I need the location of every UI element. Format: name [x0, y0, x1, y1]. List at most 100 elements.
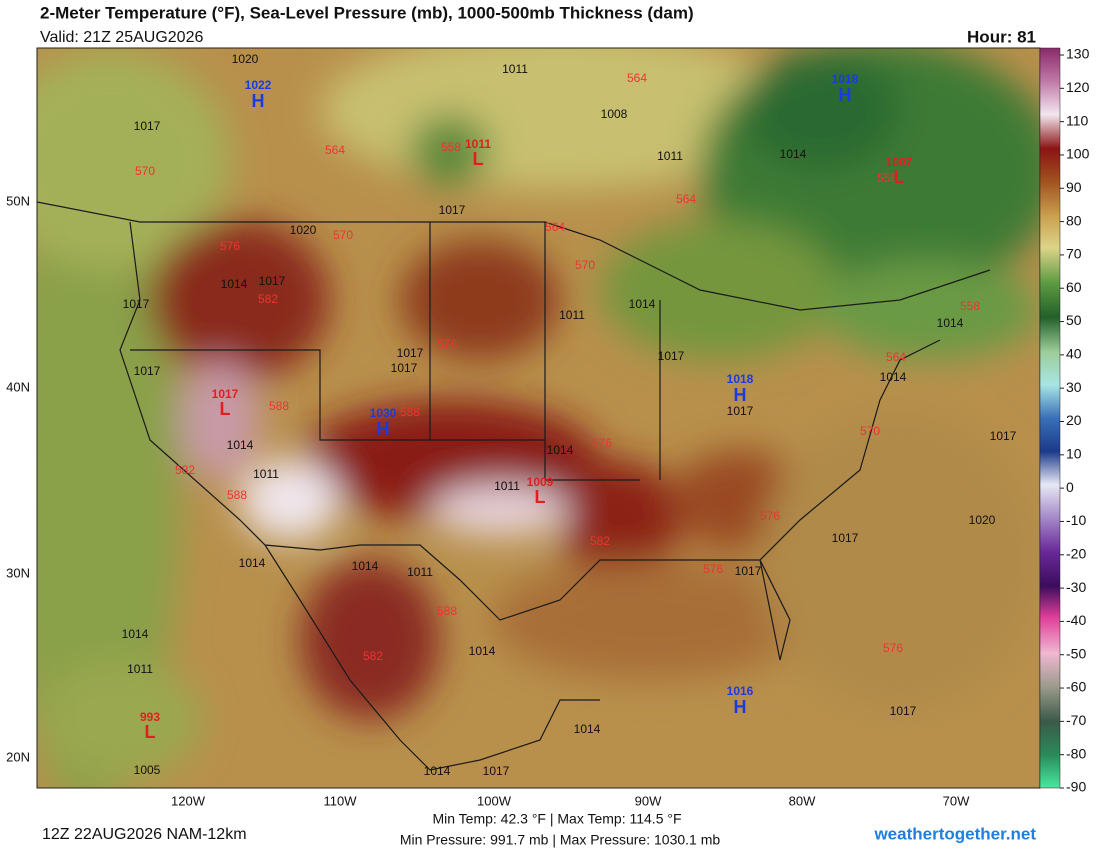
colorbar-tick-label: 110	[1066, 112, 1089, 128]
thickness-label: 576	[883, 641, 903, 655]
colorbar-tick-label: 40	[1066, 346, 1082, 362]
colorbar-tick-label: -30	[1066, 579, 1086, 595]
low-pressure-value: 1011	[465, 137, 491, 151]
thickness-label: 588	[227, 488, 247, 502]
thickness-label: 564	[627, 71, 647, 85]
isobar-label: 1020	[290, 223, 317, 237]
isobar-label: 1014	[937, 316, 964, 330]
colorbar-tick-label: 80	[1066, 212, 1082, 228]
latitude-label: 50N	[6, 193, 30, 208]
isobar-label: 1017	[134, 119, 161, 133]
isobar-label: 1011	[253, 467, 279, 481]
colorbar-tick-label: 50	[1066, 312, 1082, 328]
thickness-label: 558	[960, 299, 980, 313]
high-pressure-value: 1030	[370, 406, 397, 420]
thickness-label: 564	[325, 143, 345, 157]
latitude-label: 40N	[6, 379, 30, 394]
isobar-label: 1014	[122, 627, 149, 641]
isobar-label: 1017	[832, 531, 859, 545]
thickness-label: 582	[363, 649, 383, 663]
low-pressure-value: 1007	[886, 155, 913, 169]
low-pressure-value: 1017	[212, 387, 239, 401]
high-pressure-value: 1018	[727, 372, 754, 386]
thickness-label: 570	[135, 164, 155, 178]
low-pressure-letter: L	[894, 167, 905, 187]
thickness-label: 558	[441, 140, 461, 154]
thickness-label: 582	[590, 534, 610, 548]
colorbar-tick-label: 20	[1066, 412, 1082, 428]
isobar-label: 1017	[439, 203, 466, 217]
thickness-label: 582	[175, 463, 195, 477]
isobar-label: 1020	[232, 52, 259, 66]
borders	[37, 201, 991, 771]
isobar-label: 1017	[890, 704, 917, 718]
min-max-temp: Min Temp: 42.3 °F | Max Temp: 114.5 °F	[432, 811, 681, 827]
isobar-label: 1017	[727, 404, 754, 418]
isobar-label: 1017	[990, 429, 1017, 443]
isobar-label: 1014	[780, 147, 807, 161]
isobar-label: 1008	[601, 107, 628, 121]
isobar-label: 1017	[391, 361, 418, 375]
isobar-label: 1014	[547, 443, 574, 457]
thickness-label: 588	[437, 604, 457, 618]
isobar-label: 1014	[239, 556, 266, 570]
isobar-label: 1014	[469, 644, 496, 658]
low-pressure-letter: L	[535, 487, 546, 507]
isobar-label: 1011	[494, 479, 520, 493]
site-name[interactable]: weathertogether.net	[873, 824, 1036, 843]
longitude-label: 120W	[171, 793, 206, 808]
thickness-label: 576	[592, 436, 612, 450]
high-pressure-value: 1016	[727, 684, 754, 698]
isobar-label: 1011	[502, 62, 528, 76]
low-pressure-letter: L	[220, 399, 231, 419]
colorbar-tick-label: 60	[1066, 279, 1082, 295]
longitude-label: 80W	[789, 793, 816, 808]
thickness-label: 558	[877, 171, 897, 185]
longitude-label: 100W	[477, 793, 512, 808]
high-pressure-letter: H	[377, 419, 390, 439]
isobar-label: 1014	[227, 438, 254, 452]
colorbar-tick-label: 0	[1066, 479, 1074, 495]
high-pressure-letter: H	[734, 385, 747, 405]
colorbar-tick-label: 90	[1066, 179, 1082, 195]
colorbar-tick-label: -80	[1066, 745, 1086, 761]
min-max-pressure: Min Pressure: 991.7 mb | Max Pressure: 1…	[400, 832, 721, 848]
thickness-label: 576	[703, 562, 723, 576]
high-pressure-value: 1018	[832, 72, 859, 86]
high-pressure-letter: H	[839, 85, 852, 105]
colorbar-tick-label: 30	[1066, 379, 1082, 395]
longitude-label: 70W	[943, 793, 970, 808]
longitude-label: 90W	[635, 793, 662, 808]
colorbar	[1039, 47, 1061, 789]
thickness-label: 576	[220, 239, 240, 253]
colorbar-tick-label: -60	[1066, 679, 1086, 695]
low-pressure-letter: L	[473, 149, 484, 169]
latitude-label: 20N	[6, 749, 30, 764]
thickness-label: 570	[860, 424, 880, 438]
thickness-label: 564	[545, 220, 565, 234]
thickness-label: 588	[400, 405, 420, 419]
isobar-label: 1017	[123, 297, 150, 311]
thickness-label: 570	[575, 258, 595, 272]
isobar-label: 1011	[559, 308, 585, 322]
isobar-label: 1014	[629, 297, 656, 311]
title: 2-Meter Temperature (°F), Sea-Level Pres…	[40, 3, 694, 22]
longitude-label: 110W	[324, 793, 358, 808]
colorbar-tick-label: -70	[1066, 712, 1086, 728]
isobar-label: 1017	[134, 364, 161, 378]
colorbar-tick-label: -20	[1066, 545, 1086, 561]
low-pressure-value: 1009	[527, 475, 554, 489]
colorbar-tick-label: -90	[1066, 779, 1086, 795]
isobar-label: 1014	[352, 559, 379, 573]
isobar-label: 1020	[969, 513, 996, 527]
thickness-label: 570	[333, 228, 353, 242]
colorbar-tick-label: 100	[1066, 146, 1090, 162]
isobar-label: 1017	[397, 346, 424, 360]
isobar-label: 1014	[880, 370, 907, 384]
isobar-label: 1017	[483, 764, 510, 778]
thickness-label: 564	[676, 192, 696, 206]
colorbar-tick-label: 10	[1066, 446, 1082, 462]
isobar-label: 1011	[127, 662, 153, 676]
thickness-label: 582	[258, 292, 278, 306]
